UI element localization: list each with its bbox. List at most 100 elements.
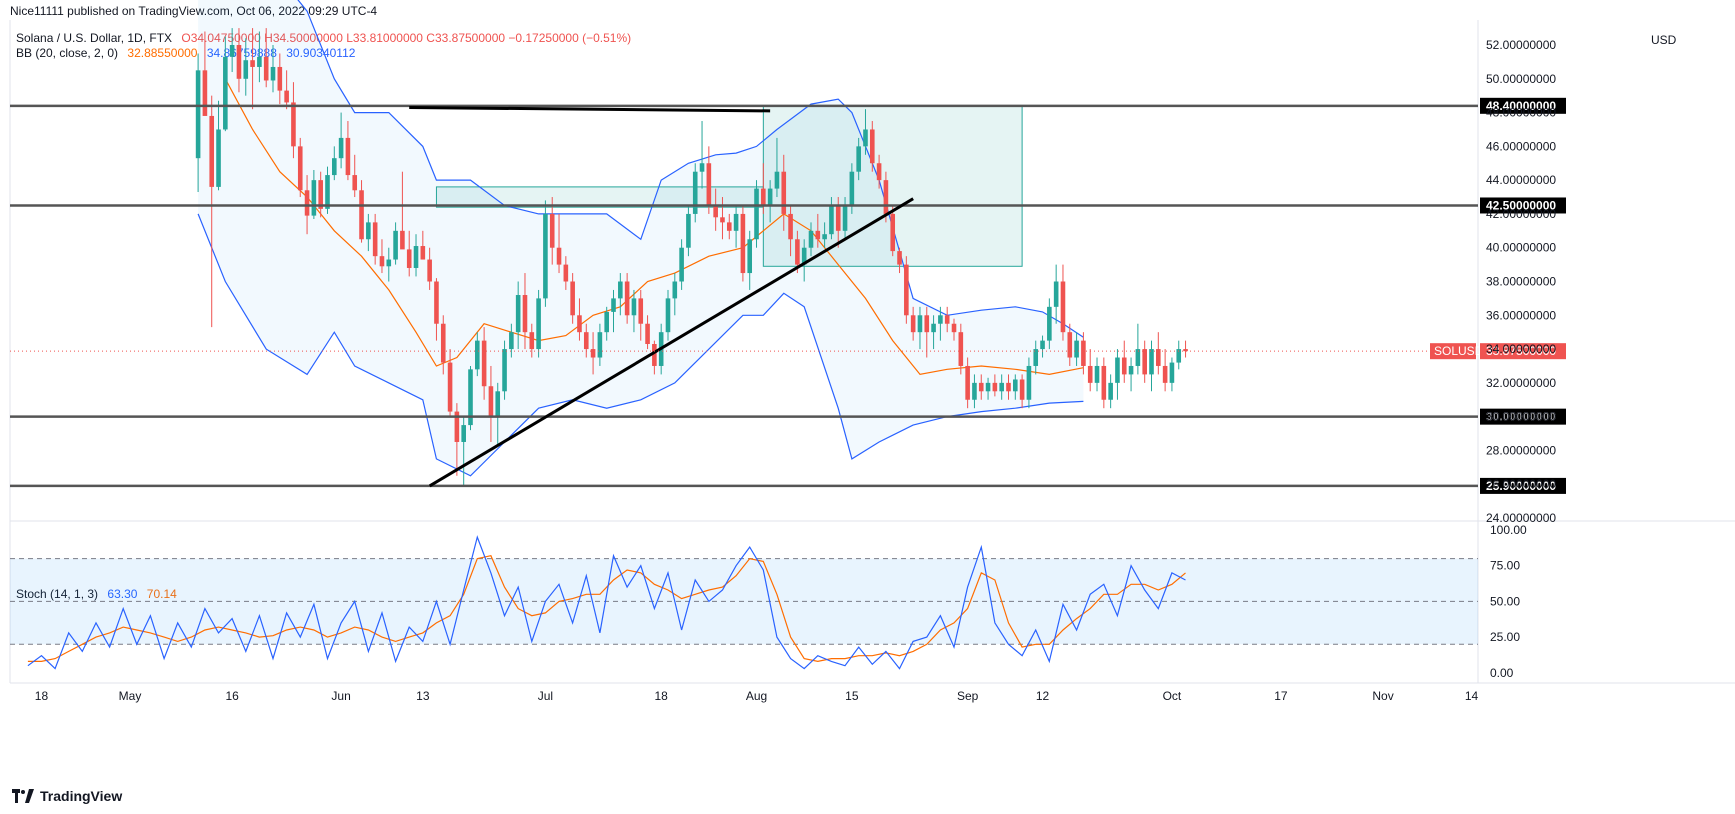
candle-body — [992, 382, 998, 392]
price-tick-label: 44.00000000 — [1486, 173, 1556, 187]
candle-body — [618, 281, 623, 299]
candle-body — [795, 239, 800, 265]
candle-body — [897, 251, 902, 265]
candle-body — [440, 323, 446, 363]
candle-body — [277, 66, 283, 91]
bb-upper-line — [297, 0, 1084, 338]
candle-body — [1115, 357, 1120, 383]
candle-body — [427, 259, 432, 282]
candle-body — [1033, 349, 1039, 366]
candle-body — [475, 340, 480, 370]
candle-body — [1067, 332, 1073, 358]
candle-body — [767, 188, 773, 206]
candle-body — [284, 90, 289, 103]
candle-body — [297, 146, 303, 191]
candle-body — [924, 315, 930, 333]
candle-body — [1176, 349, 1182, 363]
candle-body — [597, 332, 603, 358]
candle-body — [938, 315, 943, 324]
price-tick-label: 34.00000000 — [1486, 342, 1556, 356]
candle-body — [366, 222, 371, 240]
candle-body — [1081, 340, 1086, 366]
stoch-d-line — [27, 555, 1186, 663]
candle-body — [393, 230, 398, 260]
level-price-label: 48.40000000 — [1486, 99, 1556, 113]
candle-body — [1074, 340, 1079, 358]
candle-body — [829, 205, 834, 235]
time-tick-label: 13 — [416, 689, 430, 703]
candle-body — [747, 239, 753, 274]
level-price-box — [1480, 477, 1566, 494]
candle-body — [549, 213, 555, 248]
candle-body — [1142, 349, 1147, 375]
ohlc-values: O34.04750000 H34.50000000 L33.81000000 C… — [181, 31, 632, 45]
price-tick-label: 38.00000000 — [1486, 275, 1556, 289]
candle-body — [869, 129, 875, 164]
candle-body — [1006, 382, 1011, 392]
candle-body — [611, 298, 616, 312]
candle-body — [1162, 365, 1168, 383]
tradingview-logo-icon — [12, 789, 34, 803]
price-tick-label: 30.00000000 — [1486, 410, 1556, 424]
candle-body — [338, 137, 344, 159]
time-tick-label: Aug — [746, 689, 767, 703]
candle-body — [706, 163, 712, 206]
last-price-label: 33.87500000 — [1486, 344, 1556, 358]
candle-body — [195, 70, 201, 159]
candle-body — [209, 115, 215, 187]
candle-body — [495, 391, 501, 417]
candle-body — [1121, 357, 1127, 375]
bb-lower-value: 30.90340112 — [286, 46, 355, 60]
price-tick-label: 36.00000000 — [1486, 308, 1556, 322]
candle-body — [304, 190, 310, 216]
candle-body — [406, 249, 412, 268]
symbol-title: Solana / U.S. Dollar, 1D, FTX — [16, 31, 173, 45]
candle-body — [400, 230, 405, 250]
candle-body — [999, 382, 1004, 392]
time-tick-label: Sep — [957, 689, 979, 703]
candle-body — [481, 340, 487, 387]
candle-body — [1128, 365, 1134, 375]
candle-body — [434, 281, 439, 324]
price-tick-label: 50.00000000 — [1486, 72, 1556, 86]
candle-body — [761, 188, 766, 206]
price-tick-label: 26.00000000 — [1486, 477, 1556, 491]
candle-body — [808, 230, 814, 248]
candle-body — [379, 256, 385, 267]
price-tick-label: 24.00000000 — [1486, 511, 1556, 525]
trend-line-1 — [409, 106, 771, 113]
zone-rectangle-1 — [435, 186, 764, 208]
candle-body — [781, 171, 787, 214]
bb-label: BB (20, close, 2, 0) — [16, 46, 119, 60]
candle-body — [624, 281, 630, 316]
candle-body — [250, 60, 255, 67]
last-price-box — [1480, 343, 1566, 360]
time-tick-label: 12 — [1036, 689, 1050, 703]
candle-body — [1135, 349, 1141, 366]
candle-body — [257, 56, 262, 67]
candle-body — [543, 213, 548, 299]
candle-body — [985, 382, 991, 392]
price-tick-label: 46.00000000 — [1486, 139, 1556, 153]
price-tick-label: 42.00000000 — [1486, 207, 1556, 221]
bb-fill — [198, 0, 1084, 476]
candle-body — [754, 188, 759, 240]
candle-body — [686, 213, 691, 248]
candle-body — [835, 205, 841, 231]
candle-body — [522, 295, 528, 333]
stoch-tick-label: 75.00 — [1490, 559, 1520, 573]
candle-body — [944, 315, 950, 324]
candle-body — [972, 382, 977, 400]
candle-body — [1053, 281, 1059, 307]
time-tick-label: Jul — [538, 689, 553, 703]
candle-body — [692, 171, 698, 214]
time-tick-label: 16 — [225, 689, 239, 703]
candle-body — [536, 298, 541, 350]
price-tick-label: 40.00000000 — [1486, 241, 1556, 255]
candle-body — [291, 102, 296, 147]
candle-body — [638, 298, 644, 324]
stoch-tick-label: 50.00 — [1490, 594, 1520, 608]
level-price-box — [1480, 97, 1566, 114]
